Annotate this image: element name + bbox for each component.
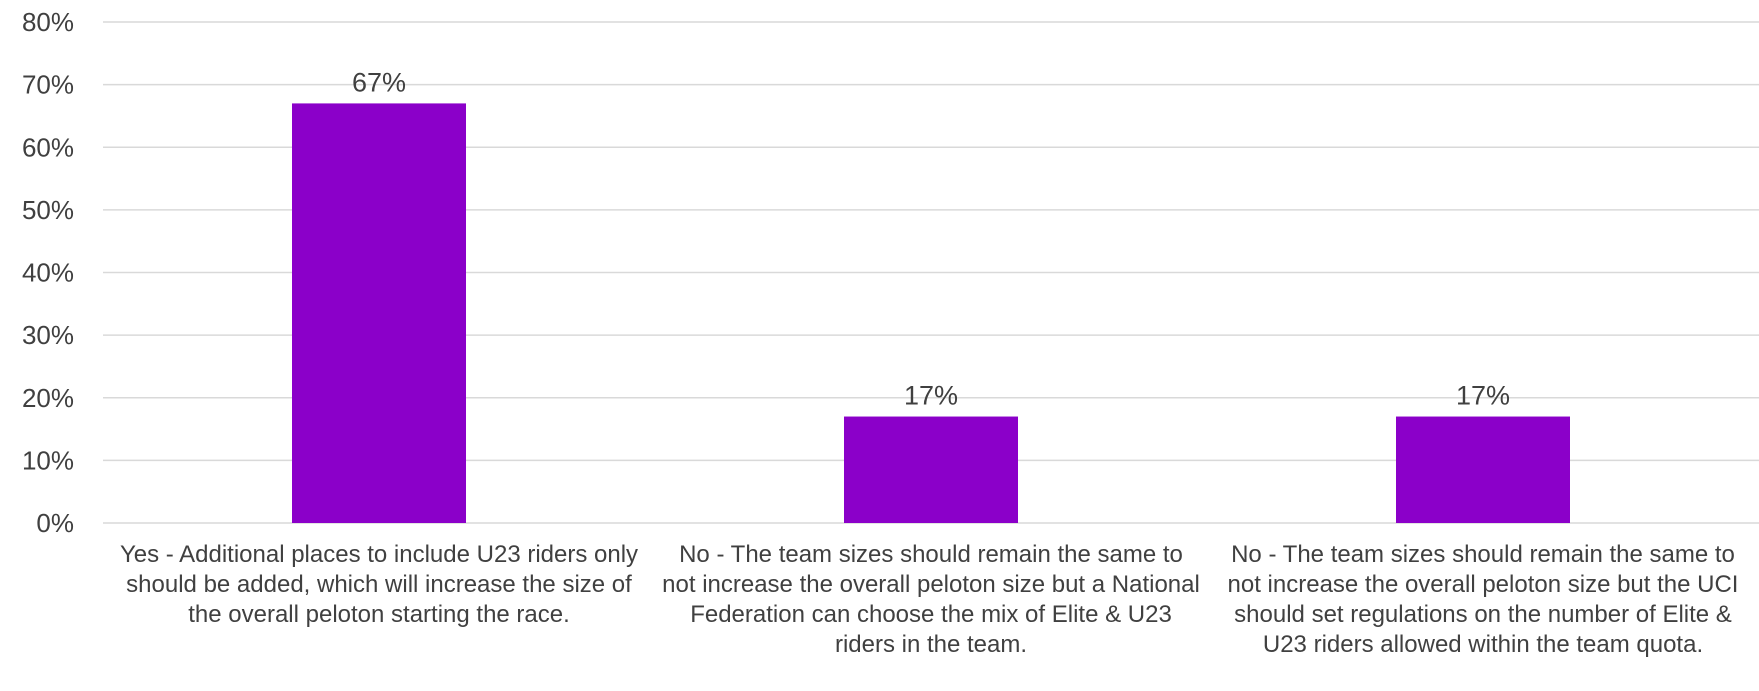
bars bbox=[292, 103, 1570, 523]
data-labels: 67% 17% 17% bbox=[352, 67, 1510, 410]
y-tick-label: 20% bbox=[22, 383, 74, 413]
bar bbox=[844, 416, 1018, 523]
y-axis-tick-labels: 0% 10% 20% 30% 40% 50% 60% 70% 80% bbox=[22, 7, 74, 538]
data-label: 17% bbox=[904, 381, 958, 411]
y-tick-label: 60% bbox=[22, 132, 74, 162]
y-tick-label: 70% bbox=[22, 70, 74, 100]
category-label: Yes - Additional places to include U23 r… bbox=[119, 541, 639, 628]
data-label: 17% bbox=[1456, 381, 1510, 411]
y-tick-label: 80% bbox=[22, 7, 74, 37]
y-tick-label: 40% bbox=[22, 258, 74, 288]
y-tick-label: 30% bbox=[22, 320, 74, 350]
y-tick-label: 50% bbox=[22, 195, 74, 225]
data-label: 67% bbox=[352, 67, 406, 97]
category-label: No - The team sizes should remain the sa… bbox=[1227, 541, 1739, 658]
y-tick-label: 0% bbox=[36, 508, 74, 538]
y-tick-label: 10% bbox=[22, 445, 74, 475]
category-label: No - The team sizes should remain the sa… bbox=[662, 541, 1200, 658]
bar bbox=[292, 103, 466, 523]
bar bbox=[1396, 416, 1570, 523]
